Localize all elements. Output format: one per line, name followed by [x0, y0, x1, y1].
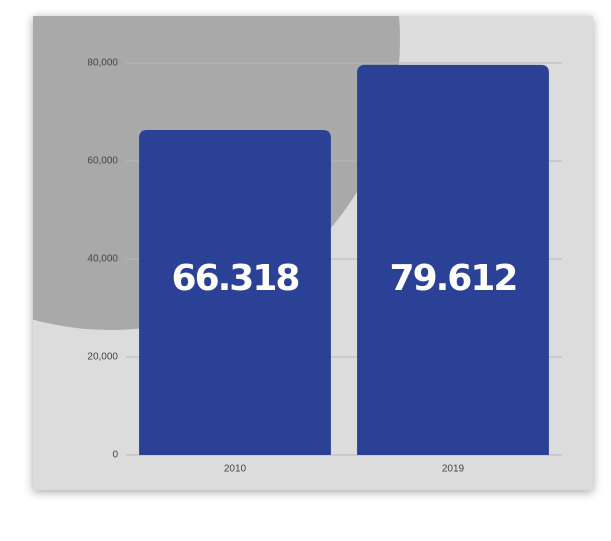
value-label: 79.612 [390, 258, 517, 299]
x-tick-label: 2010 [224, 464, 247, 475]
y-tick-label: 60,000 [87, 156, 118, 167]
y-tick-label: 40,000 [87, 254, 118, 265]
bar [139, 130, 331, 455]
x-tick-label: 2019 [442, 464, 465, 475]
y-tick-label: 80,000 [87, 58, 118, 69]
value-label: 66.318 [172, 258, 299, 299]
y-tick-label: 0 [112, 450, 118, 461]
bar [357, 64, 549, 456]
y-tick-label: 20,000 [87, 352, 118, 363]
